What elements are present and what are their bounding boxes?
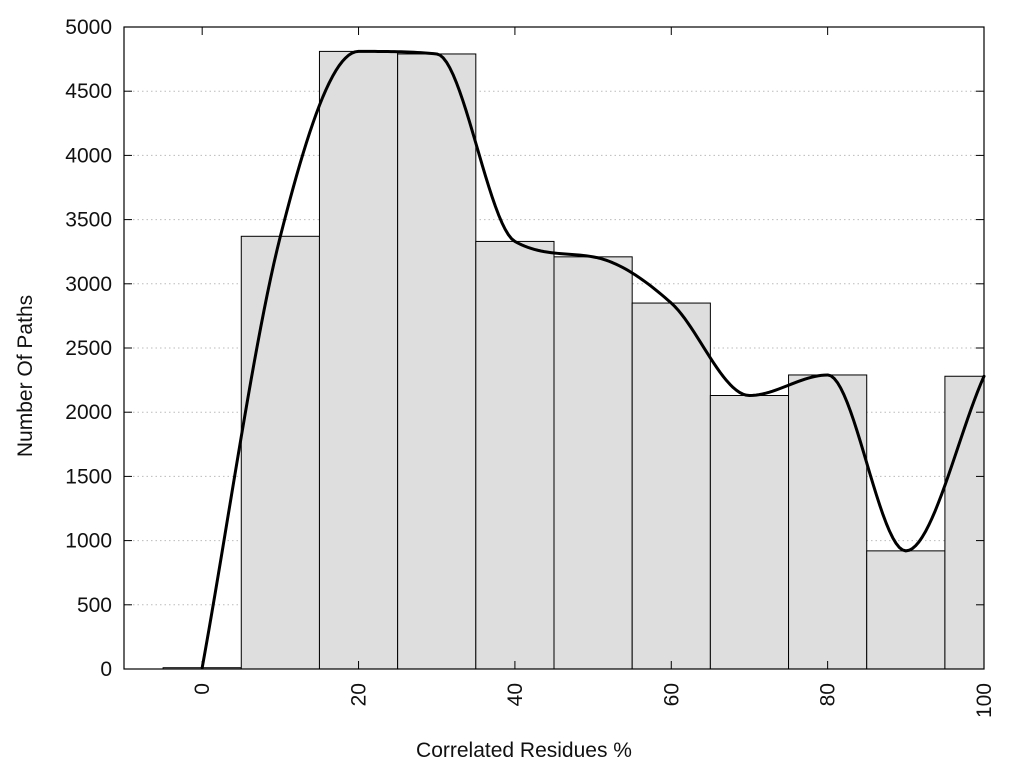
x-tick-label: 100 — [973, 683, 996, 718]
histogram-bar — [553, 256, 633, 670]
histogram-bar — [240, 235, 320, 670]
smooth-curve-line — [200, 49, 986, 670]
y-tick-label: 4000 — [65, 144, 112, 167]
y-tick-label: 0 — [100, 658, 112, 681]
histogram-bar — [944, 375, 985, 670]
x-tick-label: 20 — [348, 683, 371, 706]
histogram-bar — [475, 240, 555, 670]
y-tick-label: 5000 — [65, 16, 112, 39]
histogram-bar — [397, 53, 477, 670]
histogram-bar — [318, 50, 399, 670]
smooth-line-layer — [200, 49, 986, 670]
x-tick-label: 60 — [660, 683, 683, 706]
x-tick-label: 40 — [504, 683, 527, 706]
x-tick-label: 0 — [191, 683, 214, 695]
histogram-bar — [866, 550, 946, 670]
y-tick-label: 2500 — [65, 337, 112, 360]
x-axis-ticks: 0 20 40 60 80 100 — [191, 27, 996, 718]
bars-layer — [162, 50, 985, 670]
y-tick-label: 3000 — [65, 273, 112, 296]
y-tick-label: 3500 — [65, 209, 112, 232]
y-tick-label: 1000 — [65, 530, 112, 553]
y-tick-label: 2000 — [65, 401, 112, 424]
y-tick-label: 500 — [77, 594, 112, 617]
x-tick-label: 80 — [817, 683, 840, 706]
histogram-bar — [788, 374, 868, 670]
x-axis-label: Correlated Residues % — [416, 739, 632, 762]
histogram-bar — [709, 395, 790, 670]
y-tick-label: 4500 — [65, 80, 112, 103]
y-tick-label: 1500 — [65, 465, 112, 488]
y-axis-ticks: 0 500 1000 1500 2000 2500 3000 3500 4000 4500 5000 — [65, 16, 984, 681]
histogram-bar — [631, 302, 711, 670]
y-axis-label: Number Of Paths — [14, 295, 37, 457]
